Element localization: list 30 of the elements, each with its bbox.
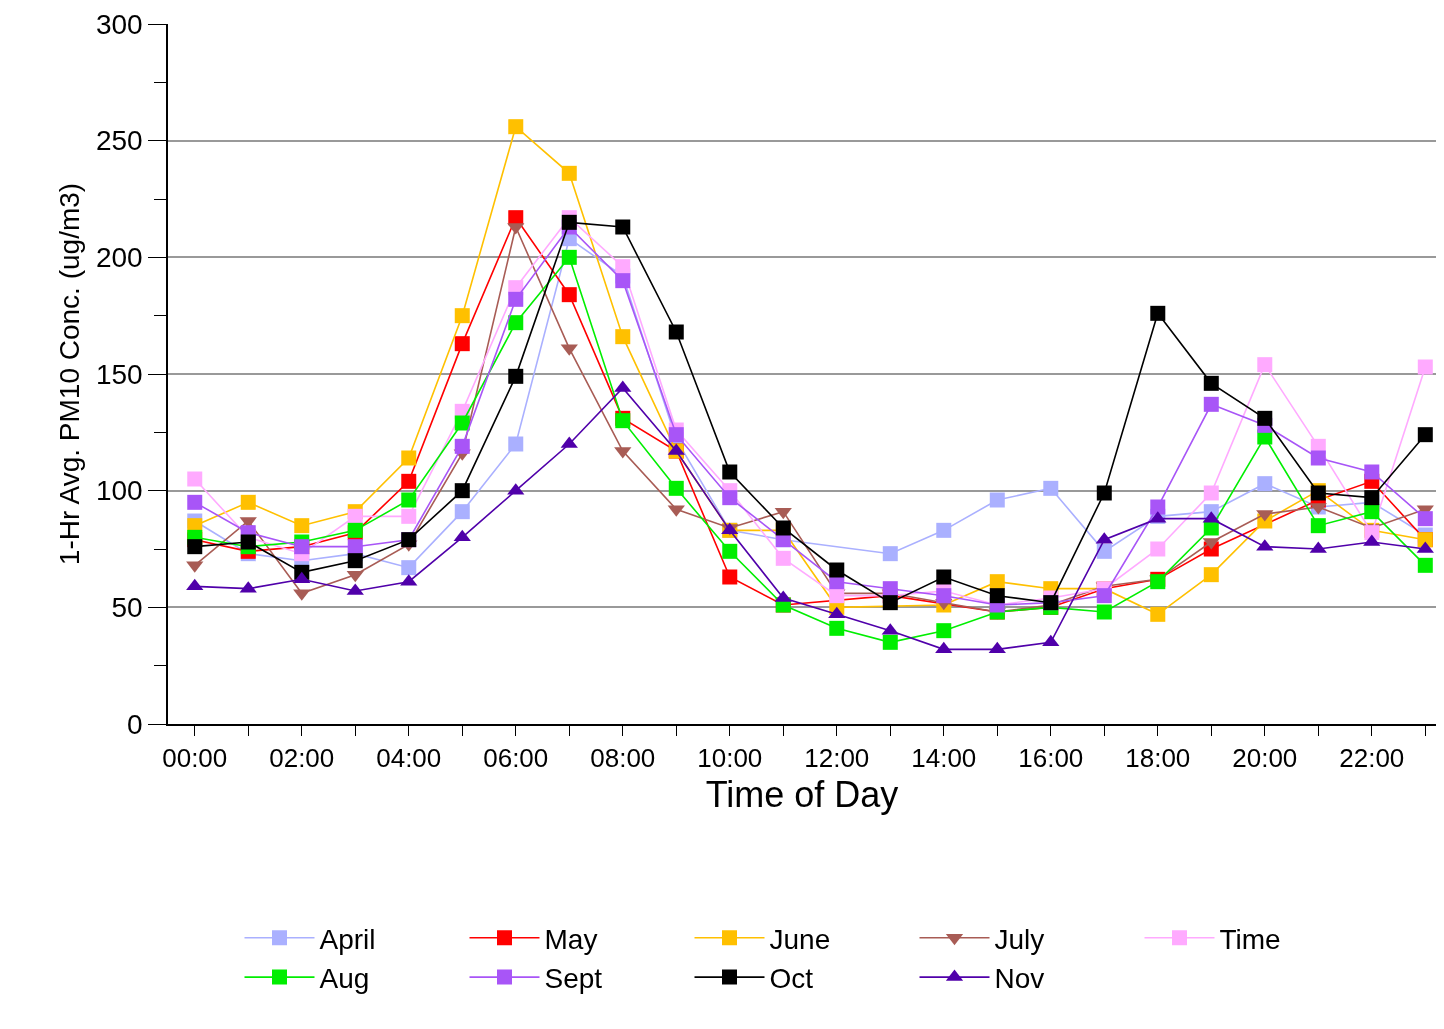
legend-label: June (769, 923, 831, 955)
y-axis-title: 1-Hr Avg. PM10 Conc. (ug/m3) (54, 182, 86, 566)
legend-label: April (319, 923, 376, 955)
x-axis-title: Time of Day (705, 774, 899, 816)
x-tick-label: 18:00 (1125, 742, 1191, 773)
x-tick-label: 00:00 (162, 742, 228, 773)
y-tick-label: 300 (95, 8, 143, 40)
legend-label: Aug (319, 963, 370, 995)
x-tick-label: 02:00 (269, 742, 335, 773)
x-tick-label: 16:00 (1018, 742, 1084, 773)
y-tick-label: 0 (127, 708, 143, 740)
legend-label: Oct (769, 963, 814, 995)
legend-label: Sept (544, 963, 603, 995)
legend-label: Nov (994, 963, 1045, 995)
x-tick-label: 20:00 (1232, 742, 1298, 773)
legend-label: July (994, 923, 1045, 955)
x-tick-label: 12:00 (804, 742, 870, 773)
legend-label: Time (1219, 923, 1281, 955)
x-tick-label: 22:00 (1339, 742, 1405, 773)
x-tick-label: 10:00 (697, 742, 763, 773)
y-tick-label: 150 (95, 358, 143, 390)
x-tick-label: 14:00 (911, 742, 977, 773)
y-tick-label: 50 (111, 592, 143, 624)
x-tick-label: 04:00 (376, 742, 442, 773)
y-tick-label: 200 (95, 242, 143, 274)
y-tick-label: 250 (95, 125, 143, 157)
x-tick-label: 08:00 (590, 742, 656, 773)
x-tick-label: 06:00 (483, 742, 549, 773)
legend-label: May (544, 923, 598, 955)
y-tick-label: 100 (95, 475, 143, 507)
